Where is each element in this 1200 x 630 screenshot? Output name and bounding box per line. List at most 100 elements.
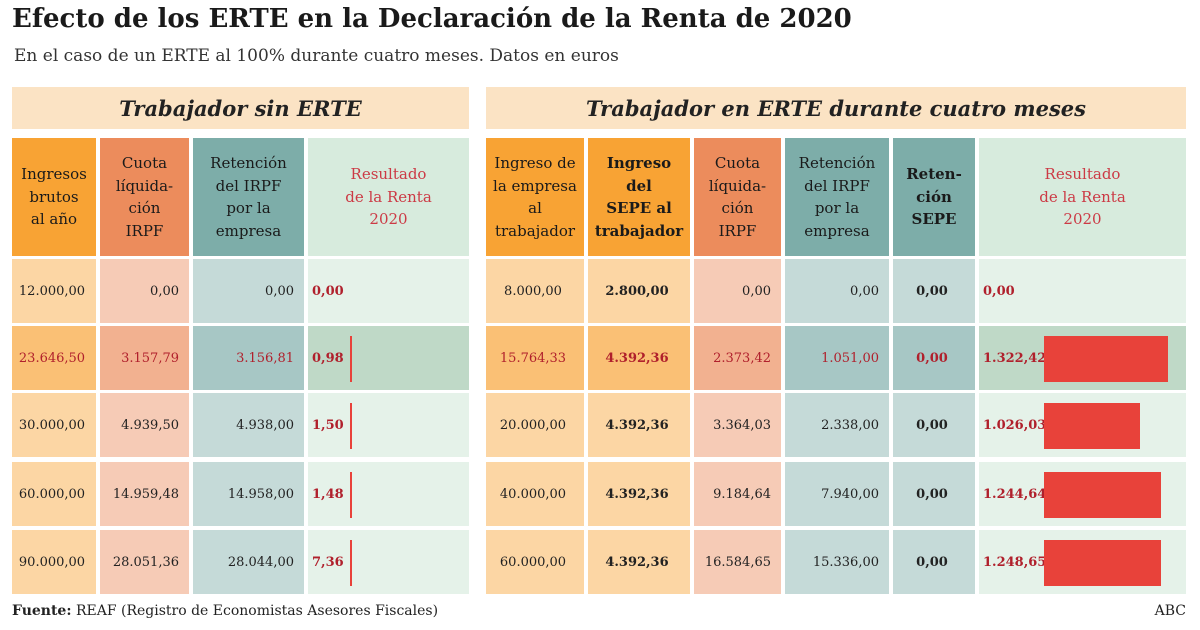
erte-result-label: 1.248,65 <box>983 554 1047 570</box>
erte-cell-bg <box>588 259 690 323</box>
erte-table-cell: 4.392,36 <box>605 554 669 570</box>
source-text: REAF (Registro de Economistas Asesores F… <box>75 603 439 619</box>
sin-erte-col-header: Ingresos brutos al año <box>12 138 96 256</box>
erte-table-cell: 15.336,00 <box>812 554 879 570</box>
erte-cell-bg <box>486 393 584 457</box>
sin-erte-table-cell: 60.000,00 <box>18 486 86 502</box>
erte-cell-bg <box>893 259 975 323</box>
sin-erte-panel-title: Trabajador sin ERTE <box>12 87 469 129</box>
sin-erte-cell-bg <box>12 259 96 323</box>
erte-result-label: 1.026,03 <box>983 417 1047 433</box>
sin-erte-cell-bg <box>100 393 189 457</box>
sin-erte-result-label: 1,50 <box>312 417 344 433</box>
erte-table-cell: 16.584,65 <box>704 554 771 570</box>
sin-erte-result-bar <box>350 403 352 449</box>
erte-cell-bg <box>588 462 690 526</box>
sin-erte-table-cell: 4.939,50 <box>121 417 179 433</box>
erte-result-label: 1.322,42 <box>983 350 1047 366</box>
sin-erte-cell-bg <box>193 259 304 323</box>
erte-result-label: 1.244,64 <box>983 486 1047 502</box>
sin-erte-cell-bg <box>100 326 189 390</box>
sin-erte-result-bar <box>350 472 352 518</box>
sin-erte-table-cell: 3.157,79 <box>121 350 179 366</box>
erte-table-cell: 0,00 <box>916 486 948 502</box>
erte-panel-title: Trabajador en ERTE durante cuatro meses <box>486 87 1186 129</box>
sin-erte-cell-bg <box>100 259 189 323</box>
sin-erte-table-cell: 28.044,00 <box>227 554 294 570</box>
sin-erte-result-label: 1,48 <box>312 486 344 502</box>
sin-erte-cell-bg <box>100 530 189 594</box>
erte-cell-bg <box>486 462 584 526</box>
erte-cell-bg <box>893 326 975 390</box>
erte-table-cell: 2.373,42 <box>713 350 771 366</box>
erte-cell-bg <box>486 530 584 594</box>
sin-erte-cell-bg <box>12 530 96 594</box>
sin-erte-col-header: Resultado de la Renta 2020 <box>308 138 469 256</box>
sin-erte-table-cell: 30.000,00 <box>18 417 86 433</box>
footer-source: Fuente: REAF (Registro de Economistas As… <box>12 603 438 619</box>
sin-erte-result-label: 0,98 <box>312 350 344 366</box>
erte-table-cell: 40.000,00 <box>499 486 567 502</box>
sin-erte-table-cell: 14.958,00 <box>227 486 294 502</box>
sin-erte-cell-bg <box>308 393 469 457</box>
footer-brand: ABC <box>1154 603 1186 619</box>
sin-erte-col-header: Retención del IRPF por la empresa <box>193 138 304 256</box>
erte-table-cell: 0,00 <box>916 417 948 433</box>
erte-cell-bg <box>588 326 690 390</box>
erte-table-cell: 4.392,36 <box>605 417 669 433</box>
erte-cell-bg <box>486 326 584 390</box>
sin-erte-col-header: Cuota líquida- ción IRPF <box>100 138 189 256</box>
sin-erte-table-cell: 0,00 <box>265 283 294 299</box>
erte-result-label: 0,00 <box>983 283 1015 299</box>
erte-table-cell: 9.184,64 <box>713 486 771 502</box>
erte-col-header: Cuota líquida- ción IRPF <box>694 138 781 256</box>
erte-result-bar <box>1044 336 1168 382</box>
sin-erte-table-cell: 4.938,00 <box>236 417 294 433</box>
erte-table-cell: 4.392,36 <box>605 350 669 366</box>
erte-cell-bg <box>694 530 781 594</box>
sin-erte-cell-bg <box>12 462 96 526</box>
erte-cell-bg <box>785 259 889 323</box>
erte-cell-bg <box>694 259 781 323</box>
erte-table-cell: 7.940,00 <box>821 486 879 502</box>
sin-erte-cell-bg <box>308 462 469 526</box>
erte-table-cell: 0,00 <box>742 283 771 299</box>
erte-table-cell: 0,00 <box>916 554 948 570</box>
sin-erte-cell-bg <box>308 326 469 390</box>
sin-erte-cell-bg <box>308 530 469 594</box>
erte-cell-bg <box>486 259 584 323</box>
erte-table-cell: 0,00 <box>850 283 879 299</box>
erte-table-cell: 0,00 <box>916 350 948 366</box>
erte-cell-bg <box>588 393 690 457</box>
erte-table-cell: 15.764,33 <box>499 350 567 366</box>
sin-erte-cell-bg <box>193 530 304 594</box>
erte-table-cell: 4.392,36 <box>605 486 669 502</box>
sin-erte-table-cell: 14.959,48 <box>112 486 179 502</box>
sin-erte-result-label: 0,00 <box>312 283 344 299</box>
erte-cell-bg <box>893 462 975 526</box>
sin-erte-table-cell: 28.051,36 <box>112 554 179 570</box>
erte-result-bar <box>1044 472 1161 518</box>
source-label: Fuente: <box>12 603 72 619</box>
sin-erte-result-label: 7,36 <box>312 554 344 570</box>
erte-cell-bg <box>694 326 781 390</box>
erte-cell-bg <box>785 530 889 594</box>
erte-table-cell: 0,00 <box>916 283 948 299</box>
sin-erte-result-bar <box>350 336 352 382</box>
sin-erte-cell-bg <box>193 326 304 390</box>
erte-table-cell: 1.051,00 <box>821 350 879 366</box>
erte-cell-bg <box>694 393 781 457</box>
sin-erte-cell-bg <box>100 462 189 526</box>
erte-cell-bg <box>785 393 889 457</box>
erte-table-cell: 2.800,00 <box>605 283 669 299</box>
sin-erte-cell-bg <box>12 393 96 457</box>
sin-erte-table-cell: 12.000,00 <box>18 283 86 299</box>
erte-table-cell: 2.338,00 <box>821 417 879 433</box>
erte-cell-bg <box>785 326 889 390</box>
erte-result-bar <box>1044 540 1162 586</box>
chart-subtitle: En el caso de un ERTE al 100% durante cu… <box>14 46 619 66</box>
sin-erte-cell-bg <box>193 393 304 457</box>
sin-erte-cell-bg <box>12 326 96 390</box>
erte-col-header: Ingreso de la empresa al trabajador <box>486 138 584 256</box>
sin-erte-cell-bg <box>193 462 304 526</box>
